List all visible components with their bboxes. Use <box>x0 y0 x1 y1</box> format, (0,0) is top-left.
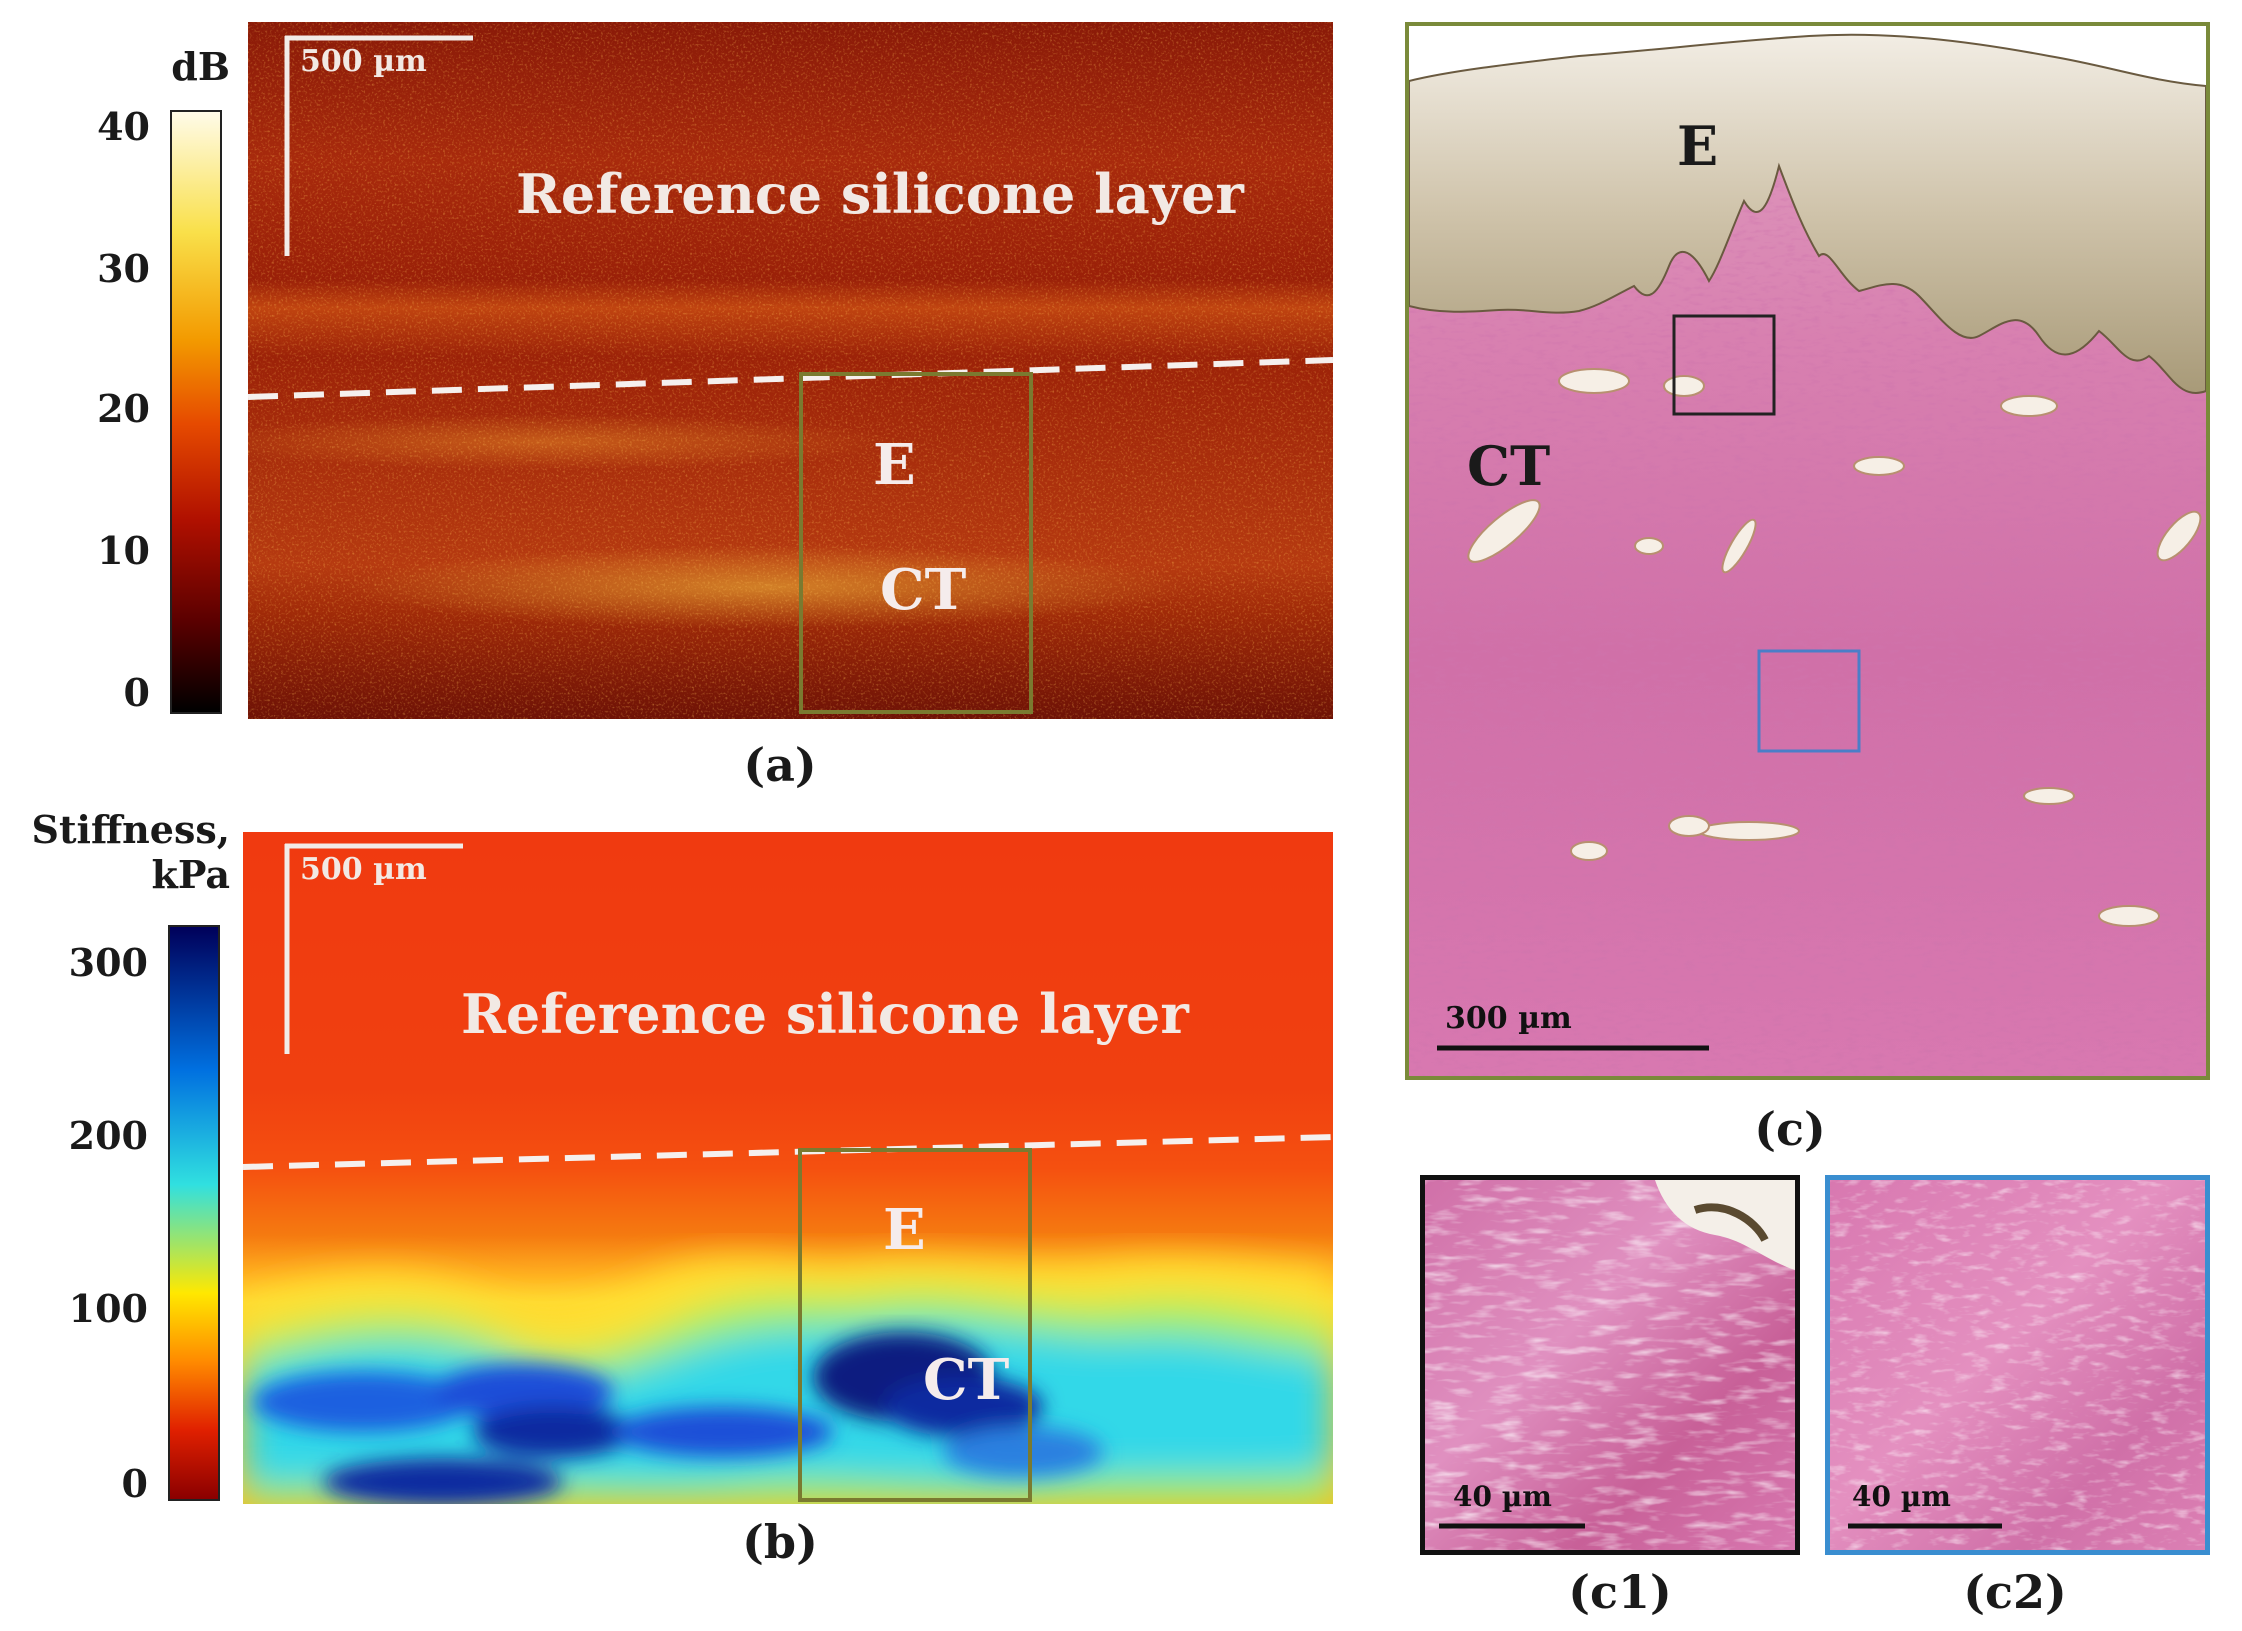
stiffness-blobs-b <box>243 1257 1333 1504</box>
scale-bar-a-label: 500 µm <box>300 44 427 79</box>
colorbar-a-tick-10: 10 <box>97 528 150 573</box>
boundary-line-b <box>243 1134 1333 1502</box>
scale-bar-b-label: 500 µm <box>300 852 427 887</box>
speckle-texture-a <box>248 22 1333 719</box>
scale-bar-c-label: 300 µm <box>1445 1001 1572 1036</box>
histology-inset-c2: 40 µm <box>1825 1175 2210 1555</box>
roi-box-b <box>798 1148 1032 1502</box>
region-label-a-e: E <box>873 432 916 498</box>
region-label-c-ct: CT <box>1467 434 1551 498</box>
oct-image-a: 500 µm Reference silicone layer E CT <box>248 22 1333 719</box>
panel-label-a: (a) <box>743 738 817 792</box>
region-label-c-e: E <box>1677 114 1719 178</box>
panel-label-b: (b) <box>742 1515 818 1569</box>
inset-c2-texture <box>1830 1180 2205 1550</box>
colorbar-b-tick-0: 0 <box>121 1461 148 1506</box>
layer-label-b: Reference silicone layer <box>461 982 1189 1046</box>
colorbar-b-unit-line2: kPa <box>151 851 230 897</box>
inset-c1-texture <box>1425 1180 1795 1550</box>
region-label-b-e: E <box>883 1197 926 1263</box>
colorbar-a-tick-20: 20 <box>97 386 150 431</box>
roi-box-c1 <box>1672 314 1776 416</box>
region-label-a-ct: CT <box>880 557 967 623</box>
colorbar-b <box>168 925 220 1501</box>
histology-texture-c <box>1409 26 2206 1076</box>
colorbar-b-unit-line1: Stiffness, <box>31 807 230 852</box>
colorbar-b-tick-200: 200 <box>68 1113 148 1158</box>
roi-box-a <box>799 372 1033 714</box>
scale-bar-c2-label: 40 µm <box>1852 1480 1951 1513</box>
colorbar-a <box>170 110 222 714</box>
colorbar-a-tick-40: 40 <box>97 104 150 149</box>
colorbar-a-tick-30: 30 <box>97 246 150 291</box>
scale-bar-b <box>284 843 463 1054</box>
histology-inset-c1: 40 µm <box>1420 1175 1800 1555</box>
panel-label-c: (c) <box>1754 1102 1826 1156</box>
colorbar-b-unit: Stiffness, kPa <box>0 807 230 898</box>
panel-label-c2: (c2) <box>1963 1565 2067 1619</box>
scale-bar-c1-label: 40 µm <box>1453 1480 1552 1513</box>
panel-label-c1: (c1) <box>1568 1565 1672 1619</box>
scale-bar-a <box>284 35 473 256</box>
stiffness-map-b: 500 µm Reference silicone layer E CT <box>243 832 1333 1504</box>
roi-box-c2 <box>1757 649 1861 753</box>
layer-label-a: Reference silicone layer <box>516 162 1244 226</box>
region-label-b-ct: CT <box>923 1347 1010 1413</box>
colorbar-b-tick-300: 300 <box>68 940 148 985</box>
colorbar-a-unit: dB <box>171 44 230 89</box>
colorbar-b-tick-100: 100 <box>68 1286 148 1331</box>
colorbar-a-tick-0: 0 <box>123 670 150 715</box>
boundary-line-a <box>248 357 1333 714</box>
histology-image-c: E CT 300 µm <box>1405 22 2210 1080</box>
